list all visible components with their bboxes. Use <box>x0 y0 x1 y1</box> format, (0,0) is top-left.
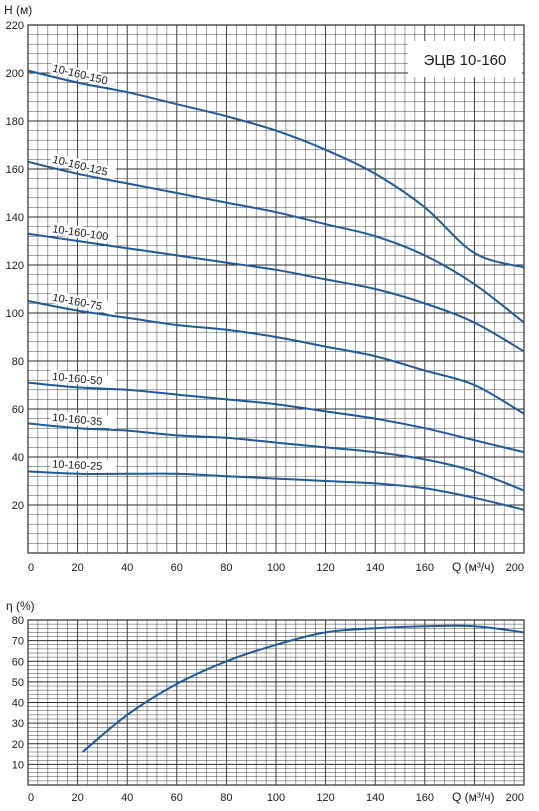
plot-frame <box>27 619 525 786</box>
y-tick-label: 80 <box>12 615 24 627</box>
y-tick-label: 100 <box>6 308 24 320</box>
y-tick-label: 20 <box>12 739 24 751</box>
head-curve <box>27 381 525 454</box>
y-tick-label: 50 <box>12 677 24 689</box>
plot-frame <box>27 24 525 554</box>
x-tick-label: 60 <box>171 792 183 804</box>
x-tick-label: 20 <box>71 792 83 804</box>
head-curve <box>27 69 525 269</box>
x-tick-label: 200 <box>506 792 524 804</box>
x-tick-label: 160 <box>416 792 434 804</box>
y-tick-label: 180 <box>6 116 24 128</box>
y-tick-label: 30 <box>12 718 24 730</box>
x-tick-label: 100 <box>267 562 285 574</box>
x-tick-label: 80 <box>220 792 232 804</box>
y-axis-title: Н (м) <box>4 3 32 17</box>
x-tick-label: 100 <box>267 792 285 804</box>
model-label-box <box>408 41 522 77</box>
chart-title: ЭЦВ 10-160 <box>424 52 507 69</box>
head-curve <box>27 160 525 324</box>
x-tick-label: 0 <box>28 562 34 574</box>
efficiency-curve <box>81 624 525 753</box>
efficiency-chart: 10 20 30 40 50 60 70 80 0 20 40 60 80 100 120 140 160 200… <box>6 599 525 804</box>
y-tick-label: 60 <box>12 404 24 416</box>
head-curve <box>27 422 525 492</box>
x-tick-label: 140 <box>366 792 384 804</box>
series-label-bg <box>49 290 117 315</box>
x-tick-label: 80 <box>220 562 232 574</box>
y-tick-label: 160 <box>6 164 24 176</box>
series-label: 10-160-25 <box>52 459 103 473</box>
x-tick-label: 160 <box>416 562 434 574</box>
series-label-bg <box>49 457 117 473</box>
series-label-bg <box>49 222 117 244</box>
x-tick-label: 140 <box>366 562 384 574</box>
x-tick-label: 200 <box>506 562 524 574</box>
x-axis-title: Q (м³/ч) <box>452 560 495 574</box>
series-label: 10-160-100 <box>52 223 109 243</box>
series-label-bg <box>49 410 117 429</box>
y-tick-label: 80 <box>12 356 24 368</box>
y-tick-label: 140 <box>6 212 24 224</box>
series-label-bg <box>49 369 117 389</box>
series-label-bg <box>49 152 117 180</box>
x-axis-title: Q (м³/ч) <box>452 790 495 804</box>
y-tick-label: 40 <box>12 452 24 464</box>
series-label: 10-160-35 <box>52 412 103 429</box>
head-curve <box>27 232 525 353</box>
head-curve <box>27 470 525 511</box>
series-label: 10-160-50 <box>52 371 103 388</box>
y-tick-label: 200 <box>6 68 24 80</box>
x-tick-label: 60 <box>171 562 183 574</box>
x-tick-label: 40 <box>121 562 133 574</box>
y-tick-label: 120 <box>6 260 24 272</box>
x-tick-label: 40 <box>121 792 133 804</box>
x-tick-label: 120 <box>316 562 334 574</box>
head-chart: 20 40 60 80 100 120 140 160 180 200 220 0 20 40 60 80 10… <box>4 3 525 574</box>
y-tick-label: 20 <box>12 500 24 512</box>
x-tick-label: 120 <box>316 792 334 804</box>
y-tick-label: 70 <box>12 636 24 648</box>
head-curve <box>27 300 525 415</box>
y-tick-label: 60 <box>12 656 24 668</box>
y-tick-label: 220 <box>6 20 24 32</box>
y-tick-label: 10 <box>12 759 24 771</box>
x-tick-label: 20 <box>71 562 83 574</box>
series-label-bg <box>49 61 117 89</box>
y-tick-label: 40 <box>12 698 24 710</box>
y-axis-title: η (%) <box>6 599 35 613</box>
x-tick-label: 0 <box>28 792 34 804</box>
